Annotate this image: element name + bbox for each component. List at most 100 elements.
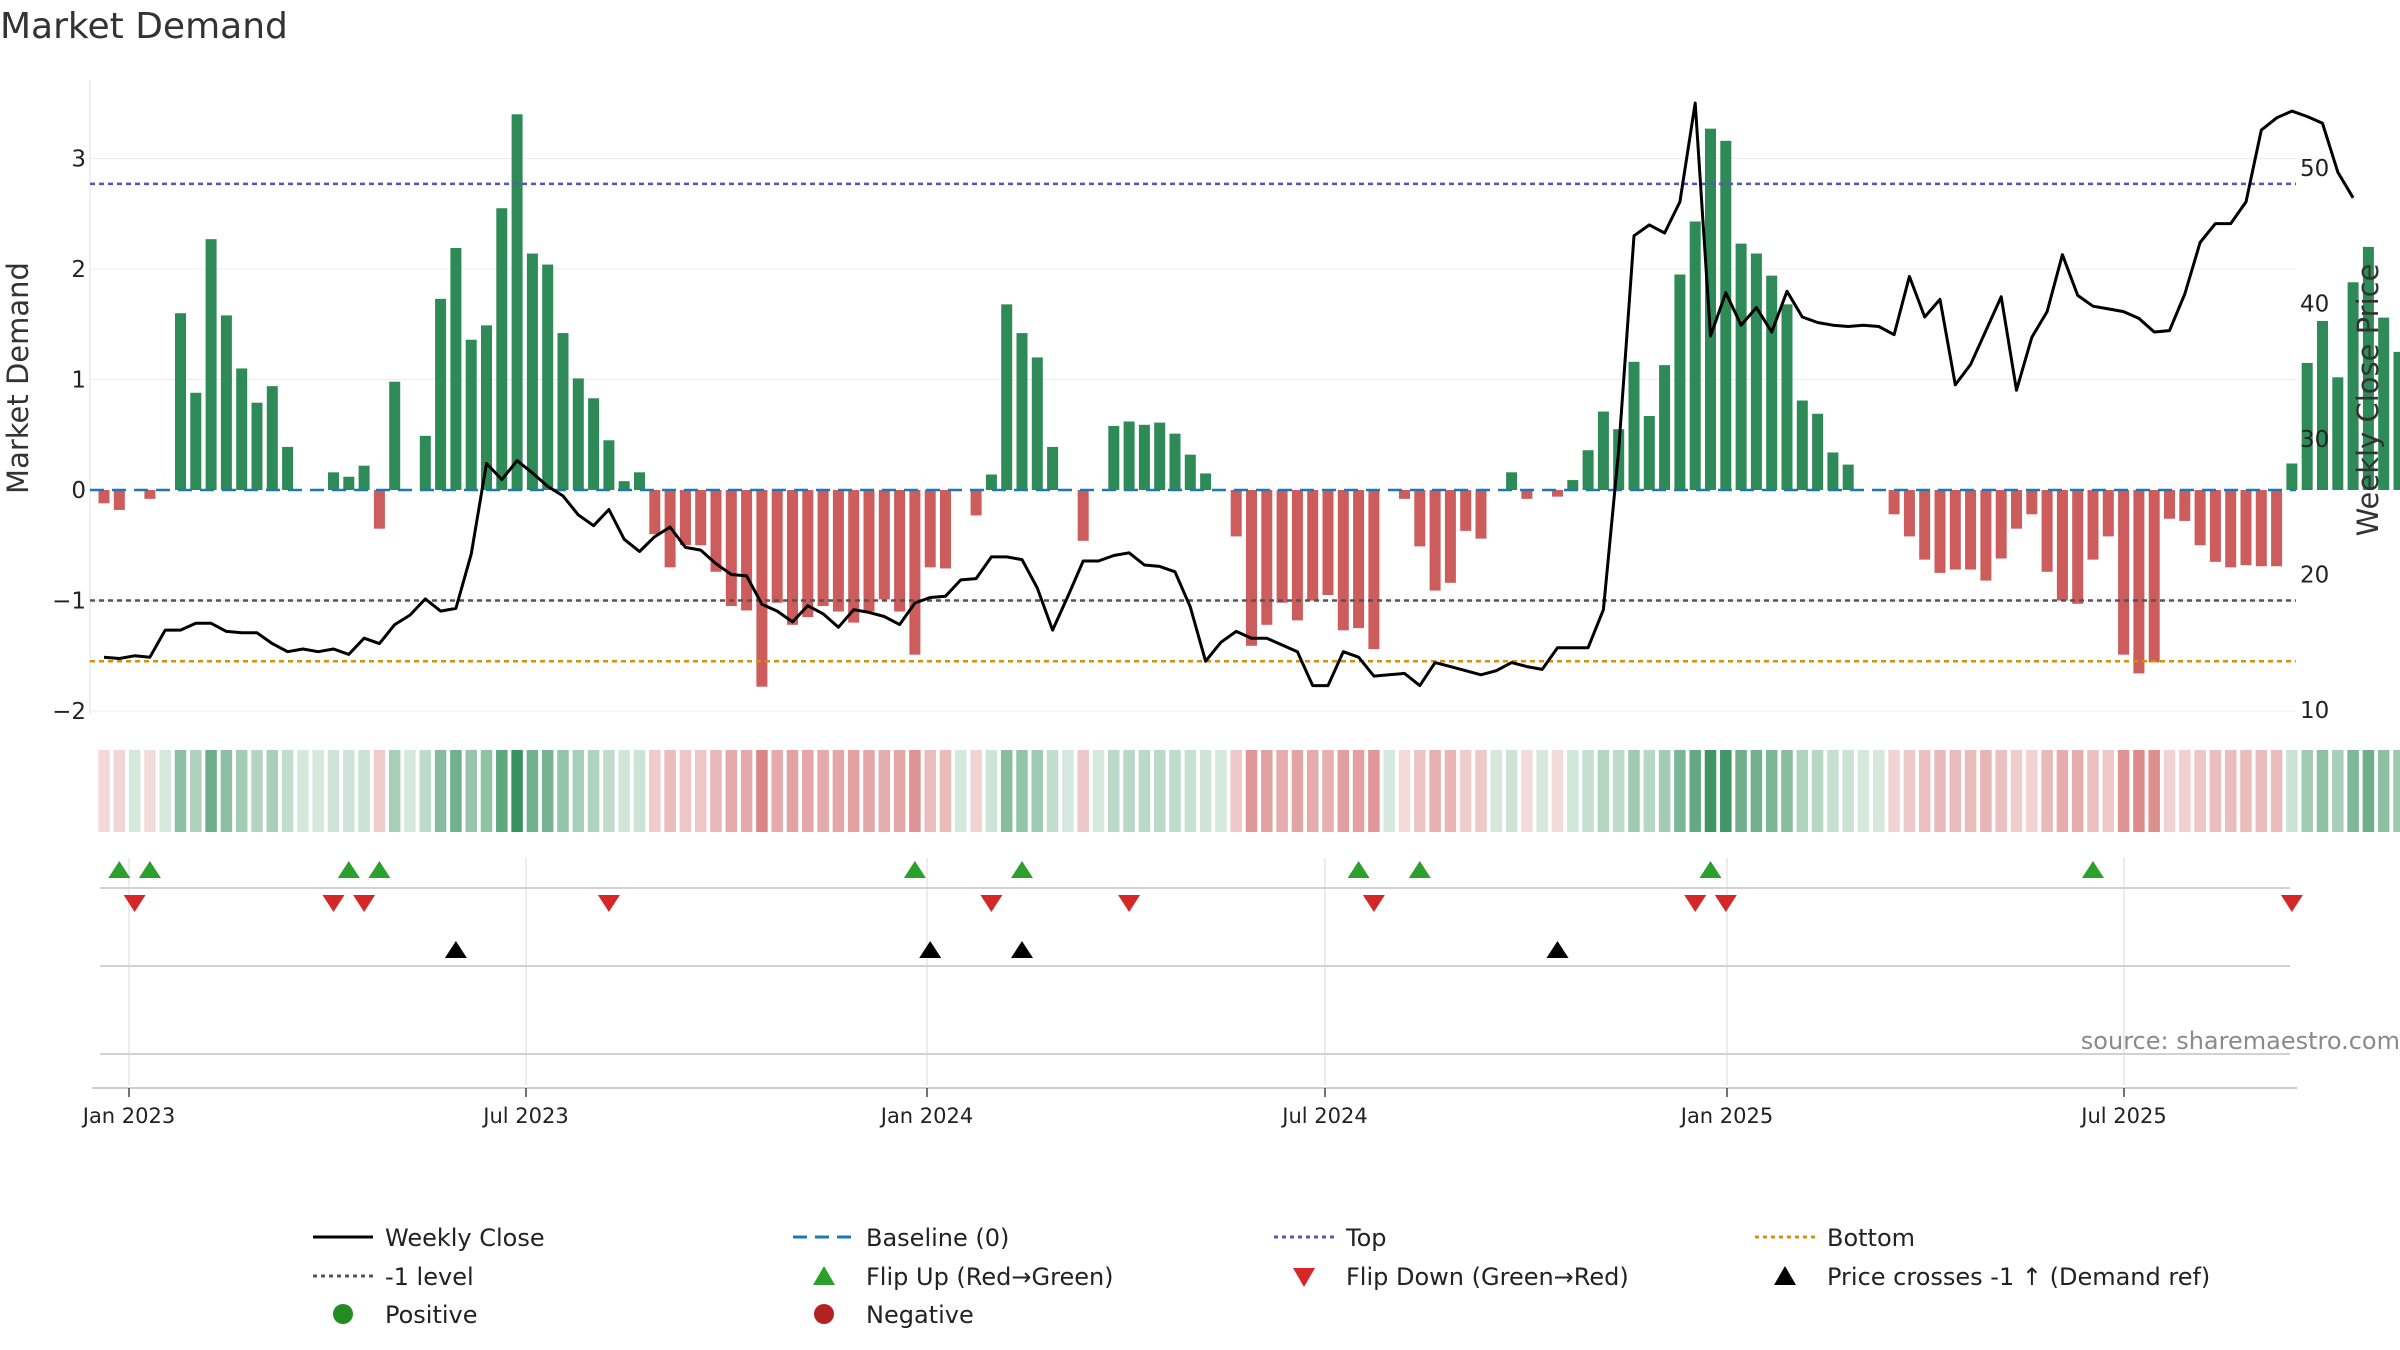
heatmap-cell: [725, 750, 738, 832]
demand-bar: [1934, 490, 1946, 573]
heatmap-cell: [1980, 750, 1992, 832]
heatmap-cell: [1261, 750, 1273, 832]
heatmap-cell: [1704, 750, 1717, 832]
demand-bar: [1368, 490, 1380, 650]
flip-down-marker: [980, 895, 1003, 912]
heatmap-cell: [939, 750, 952, 832]
heatmap-cell: [1046, 750, 1059, 832]
x-tick-label: Jul 2025: [2079, 1104, 2166, 1128]
heatmap-cell: [1108, 750, 1120, 832]
heatmap-cell: [511, 750, 523, 832]
demand-bar: [2179, 490, 2191, 521]
heatmap-cell: [1735, 750, 1747, 832]
heatmap-cell: [1612, 750, 1625, 832]
heatmap-cell: [1077, 750, 1089, 832]
heatmap-cell: [1842, 750, 1854, 832]
flip-up-marker: [138, 861, 161, 878]
legend-positive-marker: [333, 1304, 353, 1324]
heatmap-cell: [1337, 750, 1350, 832]
y2-tick-label: 50: [2300, 156, 2329, 182]
heatmap-cell: [113, 750, 126, 832]
heatmap-cell: [2270, 750, 2283, 832]
demand-bar: [2225, 490, 2237, 568]
heatmap-cell: [633, 750, 646, 832]
heatmap-cell: [970, 750, 982, 832]
flip-down-marker: [123, 895, 146, 912]
heatmap-cell: [2240, 750, 2252, 832]
demand-bar: [2011, 490, 2022, 529]
x-axis-ticks: Jan 2023 Jul 2023 Jan 2024 Jul 2024 Jan 2025…: [81, 1088, 2167, 1128]
demand-bar: [465, 339, 477, 490]
x-tick-label: Jan 2023: [81, 1104, 176, 1128]
heatmap-cell: [2163, 750, 2176, 832]
demand-bar: [2347, 282, 2359, 490]
heatmap-cell: [1322, 750, 1334, 832]
heatmap-cell: [496, 750, 508, 832]
heatmap-cell: [771, 750, 783, 832]
heatmap-cell: [1398, 750, 1411, 832]
demand-bar: [542, 264, 554, 490]
demand-bar: [1261, 490, 1273, 625]
demand-bar: [328, 472, 339, 490]
heatmap-cell: [312, 750, 324, 832]
heatmap-cell: [618, 750, 630, 832]
demand-bar: [2072, 490, 2084, 604]
heatmap-cell: [664, 750, 676, 832]
heatmap-cell: [1092, 750, 1105, 832]
heatmap-cell: [373, 750, 386, 832]
demand-bar: [787, 490, 798, 625]
heatmap-cell: [1352, 750, 1365, 832]
demand-bar: [1169, 433, 1181, 490]
heatmap-cell: [1903, 750, 1916, 832]
demand-bar: [1720, 140, 1732, 490]
demand-bar: [894, 490, 906, 612]
heatmap-cell: [2194, 750, 2206, 832]
legend-flip-up-label: Flip Up (Red→Green): [866, 1263, 1114, 1291]
demand-bar: [1322, 490, 1334, 595]
heatmap-cell: [740, 750, 753, 832]
demand-bar: [2026, 490, 2038, 515]
demand-bar: [1138, 424, 1150, 490]
demand-bar: [985, 474, 997, 490]
heatmap-cell: [1674, 750, 1686, 832]
demand-bar: [1429, 490, 1441, 591]
demand-bar: [2378, 317, 2390, 490]
heatmap-cell: [251, 750, 263, 832]
demand-bar: [2118, 490, 2130, 655]
heatmap-cell: [1811, 750, 1824, 832]
price-cross-marker: [444, 941, 467, 958]
heatmap-cell: [909, 750, 921, 832]
heatmap-cell: [832, 750, 845, 832]
demand-bar: [924, 490, 936, 568]
demand-bar: [1582, 450, 1594, 490]
heatmap-cell: [1873, 750, 1885, 832]
demand-bar: [1567, 480, 1579, 490]
demand-bar: [266, 386, 278, 490]
legend-flip-down-label: Flip Down (Green→Red): [1346, 1263, 1629, 1291]
heatmap-cell: [358, 750, 370, 832]
heatmap-cell: [694, 750, 707, 832]
demand-bar: [419, 435, 431, 490]
flip-down-marker: [353, 895, 376, 912]
heatmap-cell: [955, 750, 967, 832]
legend-flip-up-marker: [813, 1266, 835, 1285]
demand-bar: [1750, 253, 1762, 490]
demand-bar: [2194, 490, 2206, 546]
heatmap-cell: [985, 750, 998, 832]
heatmap-cell: [465, 750, 477, 832]
demand-bar: [343, 476, 355, 490]
heatmap-cell: [1505, 750, 1518, 832]
heatmap-cell: [1429, 750, 1441, 832]
heatmap-cell: [1123, 750, 1135, 832]
heatmap-cell: [2255, 750, 2268, 832]
legend-price-cross-marker: [1774, 1266, 1796, 1285]
demand-bar: [1980, 490, 1992, 581]
demand-bar: [2164, 490, 2175, 519]
heatmap-cell: [235, 750, 248, 832]
y-tick-label: −1: [52, 589, 86, 615]
heatmap-cell: [1031, 750, 1044, 832]
heatmap-cell: [1199, 750, 1212, 832]
demand-bar: [1291, 490, 1303, 621]
heatmap-cell: [144, 750, 156, 832]
heatmap-cell: [1184, 750, 1197, 832]
